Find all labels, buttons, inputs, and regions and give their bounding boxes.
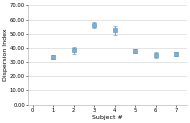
Y-axis label: Dispersion Index: Dispersion Index — [3, 29, 9, 81]
X-axis label: Subject #: Subject # — [92, 115, 123, 120]
